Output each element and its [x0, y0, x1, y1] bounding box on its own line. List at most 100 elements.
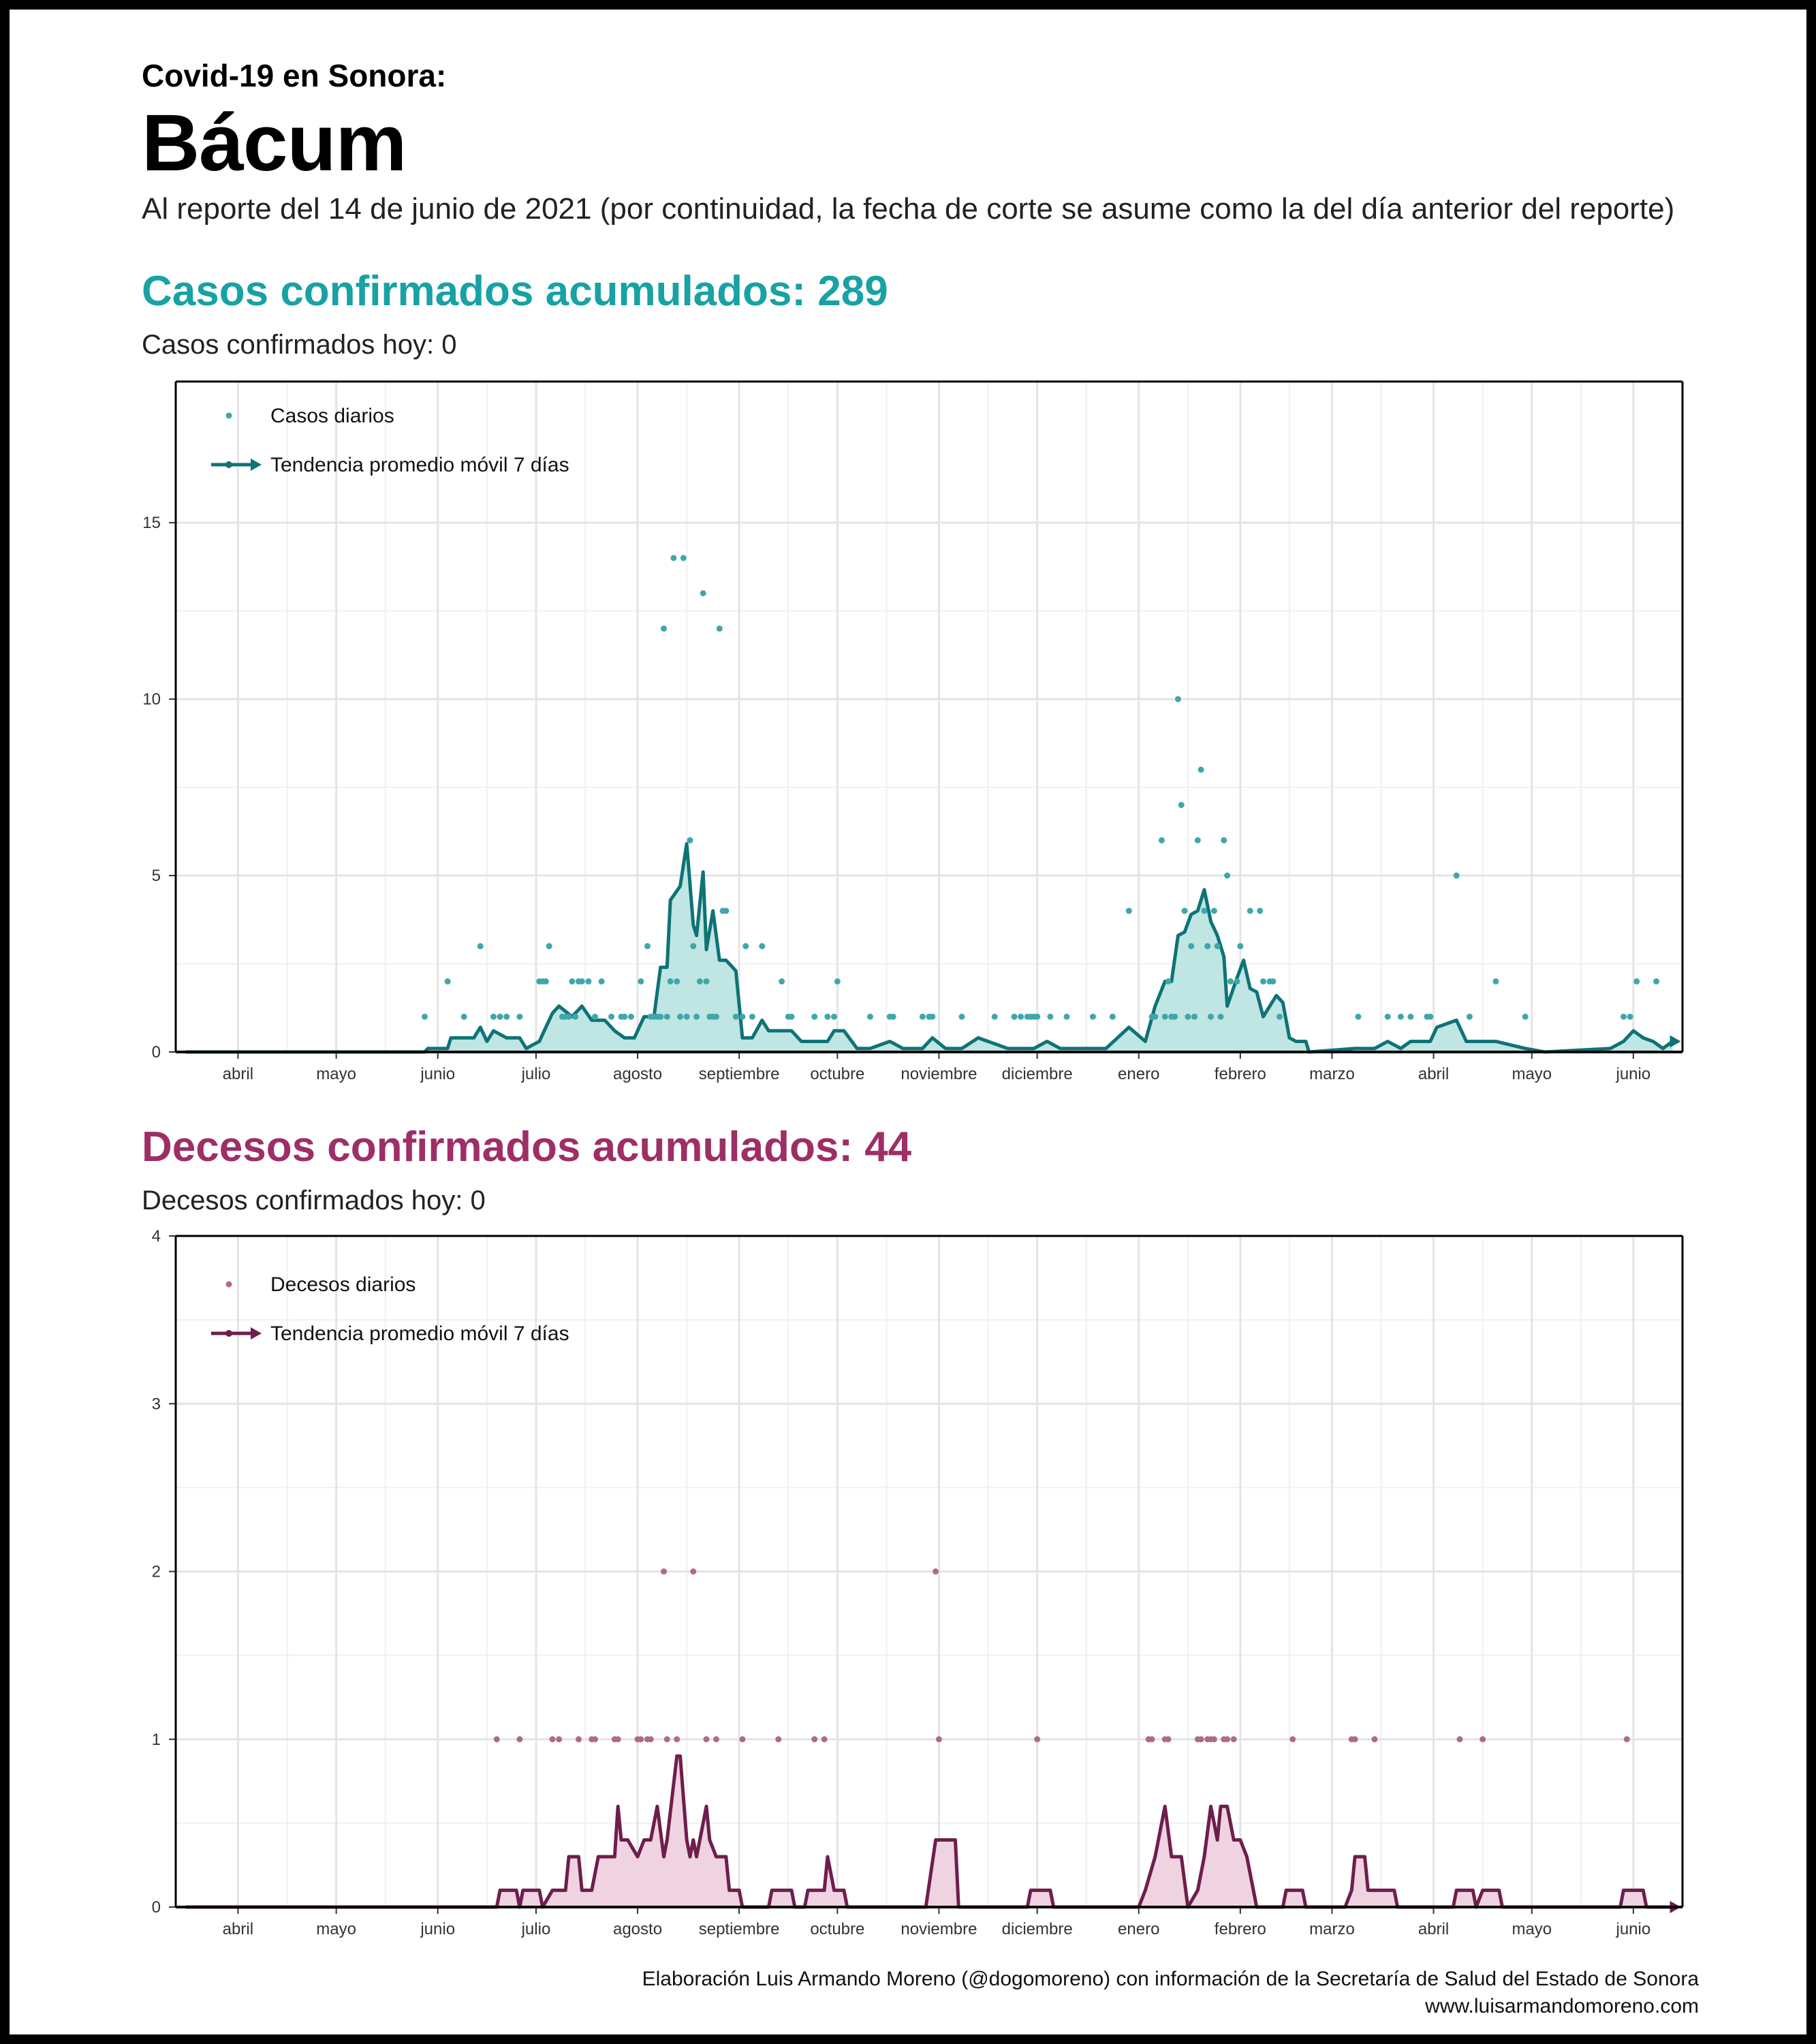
cases-daily-point — [1201, 908, 1208, 914]
deaths-daily-point — [1623, 1736, 1630, 1743]
deaths-daily-point — [556, 1736, 563, 1743]
cases-xtick-label: abril — [223, 1065, 253, 1083]
cases-daily-point — [516, 1013, 523, 1020]
cases-daily-point — [1158, 837, 1165, 843]
cases-daily-point — [1277, 1013, 1283, 1020]
deaths-daily-point — [739, 1736, 746, 1743]
cases-daily-point — [621, 1013, 628, 1020]
cases-daily-point — [834, 978, 841, 985]
website-link[interactable]: www.luisarmandomoreno.com — [1425, 1995, 1699, 2017]
cases-daily-point — [1224, 872, 1231, 879]
cases-legend-line-label: Tendencia promedio móvil 7 días — [270, 454, 569, 476]
cases-daily-point — [1247, 908, 1253, 914]
cases-daily-point — [1270, 978, 1277, 985]
cases-trend-arrow — [1670, 1035, 1681, 1048]
deaths-xtick-label: julio — [521, 1920, 551, 1938]
cases-daily-point — [779, 978, 785, 985]
deaths-chart: Decesos diarios Tendencia promedio móvil… — [152, 1227, 1684, 1938]
infographic-page: Covid-19 en Sonora: Bácum Al reporte del… — [10, 10, 1806, 2034]
cases-daily-point — [444, 978, 451, 985]
deaths-ytick-label: 1 — [152, 1731, 161, 1749]
deaths-daily-point — [690, 1568, 697, 1575]
cases-xtick-label: mayo — [316, 1065, 356, 1083]
cases-daily-point — [1227, 978, 1234, 985]
cases-daily-point — [1427, 1013, 1434, 1020]
cases-daily-point — [683, 1013, 690, 1020]
cases-legend-point-key — [225, 412, 232, 419]
cases-daily-point — [687, 837, 693, 843]
cases-ytick-label: 5 — [152, 867, 161, 885]
cases-daily-point — [677, 1013, 684, 1020]
deaths-xtick-label: mayo — [1512, 1920, 1552, 1938]
cases-daily-point — [696, 978, 703, 985]
cases-daily-point — [1397, 1013, 1404, 1020]
deaths-daily-point — [811, 1736, 818, 1743]
deaths-legend-point-key — [225, 1281, 232, 1288]
deaths-today-text: Decesos confirmados hoy: 0 — [142, 1186, 486, 1215]
cases-xtick-label: noviembre — [901, 1065, 977, 1083]
cases-daily-point — [749, 1013, 755, 1020]
deaths-daily-point — [933, 1568, 939, 1575]
cases-daily-point — [1384, 1013, 1391, 1020]
cases-daily-point — [742, 943, 749, 950]
deaths-xtick-label: junio — [420, 1920, 455, 1938]
deaths-daily-point — [1456, 1736, 1463, 1743]
cases-daily-point — [1089, 1013, 1096, 1020]
cases-daily-point — [1210, 908, 1217, 914]
cases-xtick-label: enero — [1118, 1065, 1159, 1083]
cases-daily-point — [1627, 1013, 1633, 1020]
cases-daily-point — [1237, 943, 1244, 950]
credit-line: Elaboración Luis Armando Moreno (@dogomo… — [642, 1968, 1699, 1990]
cases-daily-point — [1185, 1013, 1191, 1020]
cases-daily-point — [565, 1013, 572, 1020]
cases-daily-point — [1047, 1013, 1054, 1020]
deaths-xtick-label: marzo — [1309, 1920, 1355, 1938]
cases-daily-point — [1125, 908, 1132, 914]
cases-legend-points-label: Casos diarios — [270, 405, 394, 427]
cases-daily-point — [667, 978, 674, 985]
cases-daily-point — [690, 943, 697, 950]
cases-daily-point — [1178, 801, 1185, 808]
deaths-daily-point — [1480, 1736, 1486, 1743]
deaths-daily-point — [592, 1736, 599, 1743]
deaths-xtick-label: diciembre — [1002, 1920, 1073, 1938]
cases-ytick-label: 0 — [152, 1043, 161, 1062]
supertitle: Covid-19 en Sonora: — [142, 58, 447, 93]
cases-daily-point — [578, 978, 585, 985]
cases-daily-point — [674, 978, 680, 985]
deaths-xtick-label: octubre — [810, 1920, 864, 1938]
deaths-daily-point — [1224, 1736, 1231, 1743]
cases-daily-point — [657, 1013, 664, 1020]
cases-daily-point — [824, 1013, 831, 1020]
cases-daily-point — [503, 1013, 510, 1020]
deaths-xtick-label: enero — [1118, 1920, 1159, 1938]
cases-daily-point — [1492, 978, 1499, 985]
deaths-xtick-label: agosto — [613, 1920, 662, 1938]
cases-daily-point — [490, 1013, 497, 1020]
cases-daily-point — [670, 555, 677, 561]
cases-daily-point — [700, 590, 706, 597]
cases-daily-point — [660, 625, 667, 632]
cases-daily-point — [598, 978, 605, 985]
cases-ytick-label: 15 — [142, 514, 161, 532]
cases-daily-point — [1161, 1013, 1168, 1020]
deaths-gridlines — [176, 1235, 1682, 1908]
deaths-daily-point — [775, 1736, 782, 1743]
cases-xtick-label: mayo — [1512, 1065, 1552, 1083]
cases-daily-point — [1174, 696, 1181, 702]
cases-daily-point — [1620, 1013, 1627, 1020]
deaths-daily-point — [1289, 1736, 1296, 1743]
cases-daily-point — [929, 1013, 936, 1020]
cases-daily-point — [866, 1013, 873, 1020]
cases-daily-point — [732, 1013, 739, 1020]
deaths-legend-points-label: Decesos diarios — [270, 1273, 416, 1296]
cases-daily-point — [1063, 1013, 1070, 1020]
deaths-daily-point — [1210, 1736, 1217, 1743]
cases-daily-point — [1522, 1013, 1529, 1020]
cases-legend-line-dot — [225, 461, 232, 468]
deaths-daily-point — [638, 1736, 644, 1743]
deaths-xtick-label: mayo — [316, 1920, 356, 1938]
cases-xtick-label: septiembre — [699, 1065, 780, 1083]
cases-daily-point — [1172, 1013, 1178, 1020]
cases-daily-point — [1188, 943, 1195, 950]
